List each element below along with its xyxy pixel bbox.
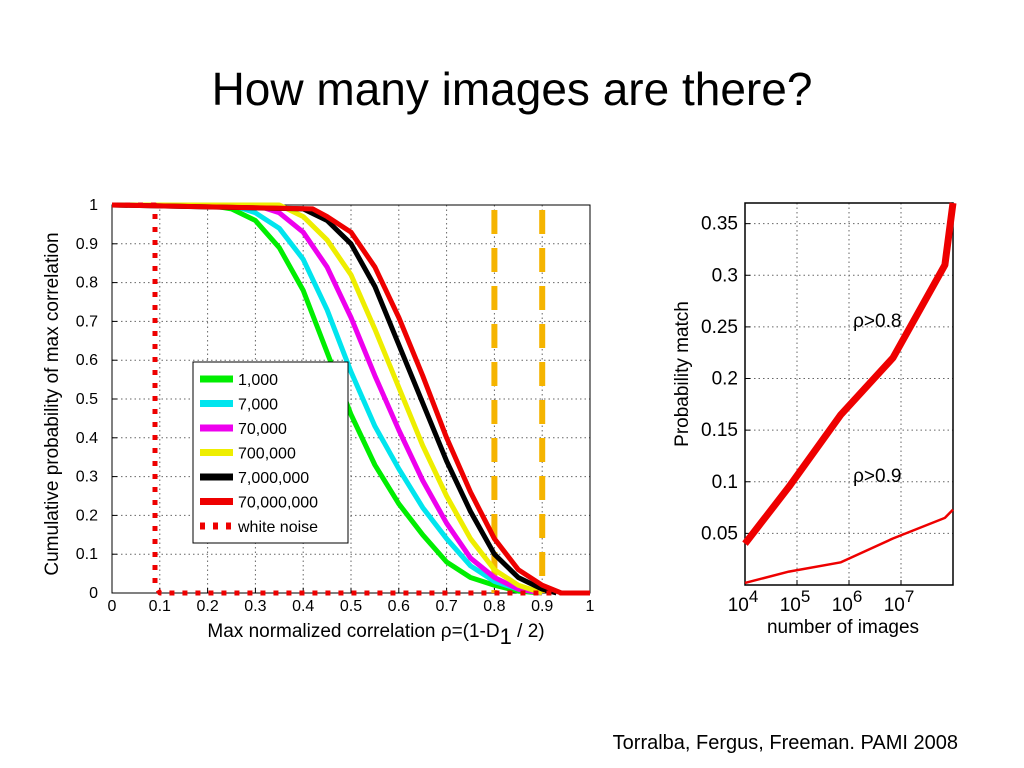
right-chart: 104 105 106 1070.050.10.150.20.250.30.35ρ>0…: [672, 202, 957, 638]
left-series-line-1: [112, 202, 543, 596]
left-legend-label-0: 1,000: [238, 372, 278, 389]
right-series-line-1: [744, 508, 954, 585]
left-x-tick-label: 0.5: [340, 598, 362, 615]
right-annotation-1: ρ>0.9: [853, 466, 901, 487]
left-x-tick-label: 0.3: [244, 598, 266, 615]
right-x-tick-base: 10: [884, 595, 905, 616]
right-y-tick-label: 0.2: [712, 369, 738, 390]
left-y-tick-label: 0: [89, 585, 98, 602]
left-y-tick-label: 1: [89, 197, 98, 214]
left-x-tick-label: 0: [108, 598, 117, 615]
right-y-tick-label: 0.15: [701, 420, 738, 441]
right-x-tick-base: 10: [832, 595, 853, 616]
left-x-axis-label: Max normalized correlation ρ=(1-D1 / 2): [207, 621, 544, 649]
left-series-line-2: [112, 202, 543, 596]
left-legend-label-2: 70,000: [238, 421, 287, 438]
right-x-tick-exp: 5: [801, 587, 810, 606]
left-series-line-6: [112, 202, 590, 596]
left-legend-label-6: white noise: [237, 519, 318, 536]
left-y-tick-label: 0.9: [76, 236, 98, 253]
left-x-axis-label-main: Max normalized correlation ρ=(1-D: [207, 621, 499, 642]
left-y-tick-label: 0.5: [76, 391, 98, 408]
right-x-tick-label: 107: [884, 587, 915, 616]
slide-title: How many images are there?: [211, 63, 813, 115]
left-chart: 0 0.1 0.2 0.3 0.4 0.5 0.6 0.7 0.8 0.9 1 0 0.1 0.2 0.3 0…: [42, 197, 595, 649]
left-x-axis-label-sub: 1: [500, 624, 512, 649]
right-x-tick-base: 10: [728, 595, 749, 616]
left-legend: 1,000 7,000 70,000 700,000 7,000,000 70,000,0…: [192, 361, 349, 544]
left-legend-label-4: 7,000,000: [238, 470, 309, 487]
left-y-tick-label: 0.4: [76, 430, 98, 447]
right-x-tick-label: 105: [780, 587, 811, 616]
left-y-tick-label: 0.1: [76, 546, 98, 563]
left-y-tick-label: 0.8: [76, 275, 98, 292]
right-x-tick-exp: 7: [905, 587, 914, 606]
right-y-tick-label: 0.35: [701, 214, 738, 235]
left-x-tick-label: 0.4: [292, 598, 314, 615]
right-y-tick-label: 0.1: [712, 472, 738, 493]
left-x-axis-label-end: / 2): [512, 621, 545, 642]
left-x-tick-label: 0.7: [435, 598, 457, 615]
left-y-tick-label: 0.6: [76, 352, 98, 369]
left-y-tick-label: 0.2: [76, 507, 98, 524]
left-x-tick-label: 0.8: [483, 598, 505, 615]
right-x-tick-exp: 4: [749, 587, 758, 606]
right-y-tick-label: 0.25: [701, 317, 738, 338]
left-x-tick-label: 0.2: [196, 598, 218, 615]
citation: Torralba, Fergus, Freeman. PAMI 2008: [612, 732, 958, 754]
left-legend-label-1: 7,000: [238, 397, 278, 414]
left-x-tick-label: 0.9: [531, 598, 553, 615]
right-annotation-0: ρ>0.8: [853, 311, 901, 332]
right-x-axis-label: number of images: [767, 617, 919, 638]
left-series-line-3: [112, 202, 543, 596]
left-x-tick-label: 1: [586, 598, 595, 615]
left-series-line-5: [111, 202, 590, 596]
left-series-line-0: [112, 202, 543, 596]
left-y-tick-label: 0.3: [76, 469, 98, 486]
left-series-line-4: [111, 202, 558, 596]
right-x-tick-base: 10: [780, 595, 801, 616]
right-series-line-0: [742, 202, 957, 546]
right-y-tick-label: 0.05: [701, 523, 738, 544]
left-y-tick-label: 0.7: [76, 313, 98, 330]
left-legend-label-3: 700,000: [238, 446, 296, 463]
right-y-tick-label: 0.3: [712, 265, 738, 286]
left-y-axis-label: Cumulative probability of max correlatio…: [42, 232, 63, 575]
left-legend-label-5: 70,000,000: [238, 495, 318, 512]
right-y-axis-label: Probability match: [672, 301, 693, 447]
right-x-tick-label: 104: [728, 587, 759, 616]
right-x-tick-exp: 6: [853, 587, 862, 606]
left-x-tick-label: 0.6: [388, 598, 410, 615]
right-x-tick-label: 106: [832, 587, 863, 616]
left-x-tick-label: 0.1: [149, 598, 171, 615]
